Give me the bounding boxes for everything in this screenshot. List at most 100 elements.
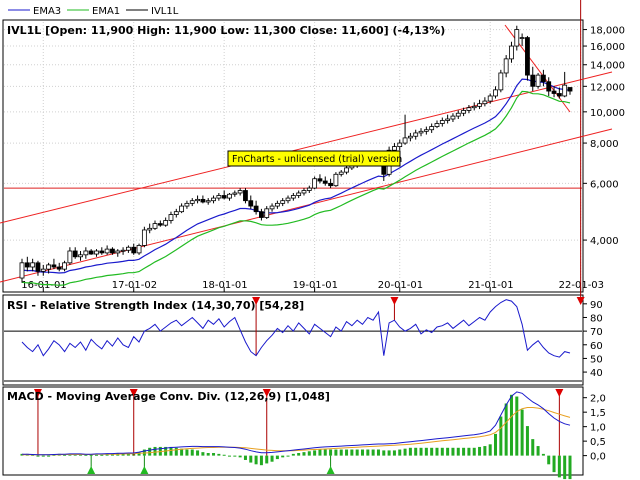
macd-sell-marker — [33, 389, 42, 397]
macd-histogram-bar — [329, 449, 333, 456]
macd-histogram-bar — [552, 455, 556, 473]
rsi-panel: 40 50 60 70 80 90 — [4, 0, 603, 382]
macd-panel-frame — [2, 386, 584, 476]
candle-body — [126, 246, 131, 251]
candle-body — [221, 195, 227, 199]
macd-buy-marker — [87, 466, 96, 474]
candle-body — [227, 193, 232, 199]
candle-body — [471, 105, 477, 109]
candle-body — [248, 200, 254, 207]
macd-histogram-bar — [190, 449, 194, 456]
macd-histogram-bar — [265, 455, 269, 464]
macd-histogram-bar — [541, 453, 545, 456]
candle-body — [562, 84, 568, 97]
candle-body — [51, 264, 57, 268]
price-xtick-label: 16-01-01 — [21, 280, 66, 291]
candle-body — [62, 262, 67, 270]
trial-watermark-text: FnCharts - unlicensed (trial) version — [232, 154, 402, 165]
candle-body — [514, 29, 520, 47]
candle-body — [147, 227, 153, 231]
candle-body — [509, 45, 514, 60]
macd-sell-marker — [555, 389, 564, 397]
candle-body — [40, 268, 46, 272]
macd-histogram-bar — [345, 449, 349, 456]
rsi-ytick-label: 60 — [590, 341, 603, 352]
ema3-line — [21, 78, 571, 274]
candle-body — [525, 37, 530, 76]
macd-histogram-bar — [243, 455, 247, 460]
macd-histogram-bar — [41, 455, 45, 457]
candle-body — [46, 264, 52, 270]
candle-body — [338, 171, 344, 175]
macd-histogram-bar — [169, 446, 173, 456]
macd-histogram-bar — [233, 455, 237, 457]
candle-body — [290, 195, 296, 199]
candle-body — [152, 223, 158, 229]
macd-histogram-bar — [547, 455, 551, 465]
candle-body — [24, 262, 30, 268]
macd-ytick-label: 0,0 — [590, 452, 606, 463]
macd-histogram-bar — [84, 454, 88, 456]
macd-histogram-bar — [217, 453, 221, 456]
candle-body — [407, 135, 413, 139]
rsi-line — [21, 299, 571, 358]
candle-body — [110, 248, 115, 254]
macd-histogram-bar — [499, 416, 503, 456]
rsi-sell-marker — [252, 297, 261, 305]
candle-body — [280, 200, 286, 204]
price-xtick-label: 17-01-02 — [112, 280, 157, 291]
macd-histogram-bar — [206, 453, 210, 456]
macd-histogram-bar — [472, 447, 476, 456]
macd-buy-marker — [326, 466, 335, 474]
macd-histogram-bar — [302, 452, 306, 456]
macd-histogram-bar — [137, 452, 141, 456]
macd-histogram-bar — [185, 449, 189, 456]
macd-histogram-bar — [270, 455, 274, 462]
candle-body — [455, 112, 461, 117]
candle-body — [551, 90, 557, 94]
candle-body — [35, 262, 41, 272]
legend: EMA3 EMA1 IVL1L — [8, 6, 179, 17]
rsi-ytick-label: 50 — [590, 354, 603, 365]
candle-body — [88, 250, 94, 255]
macd-histogram-bar — [201, 452, 205, 456]
candle-body — [322, 180, 328, 184]
macd-histogram-bar — [148, 447, 152, 456]
macd-histogram-bar — [259, 455, 263, 466]
candle-body — [498, 72, 504, 91]
macd-histogram-bar — [339, 449, 343, 456]
macd-histogram-bar — [323, 449, 327, 456]
macd-histogram-bar — [89, 454, 93, 456]
macd-histogram-bar — [254, 455, 258, 465]
candle-body — [237, 190, 243, 194]
macd-ytick-label: 1,5 — [590, 408, 606, 419]
candle-body — [136, 245, 142, 254]
candle-body — [179, 205, 185, 213]
macd-histogram-bar — [94, 454, 98, 456]
macd-histogram-bar — [100, 454, 104, 456]
candle-body — [253, 205, 259, 213]
macd-histogram-bar — [238, 455, 242, 458]
macd-sell-marker — [262, 389, 271, 397]
price-ytick-label: 18,000 — [590, 26, 625, 37]
macd-histogram-bar — [180, 448, 184, 456]
macd-line — [22, 391, 571, 456]
candle-body — [439, 120, 445, 124]
macd-histogram-bar — [286, 455, 290, 457]
macd-histogram-bar — [307, 451, 311, 456]
candle-body — [184, 202, 190, 207]
candle-body — [493, 89, 498, 97]
candle-body — [131, 246, 137, 254]
candle-body — [344, 167, 349, 173]
macd-histogram-bar — [568, 455, 572, 480]
candle-body — [540, 74, 546, 83]
price-ytick-label: 4,000 — [590, 236, 619, 247]
legend-label-ema1: EMA1 — [92, 6, 120, 17]
macd-histogram-bar — [222, 454, 226, 456]
rsi-panel-frame — [2, 294, 584, 386]
candle-body — [99, 250, 105, 254]
macd-histogram-bar — [355, 449, 359, 456]
candle-body — [30, 262, 36, 268]
